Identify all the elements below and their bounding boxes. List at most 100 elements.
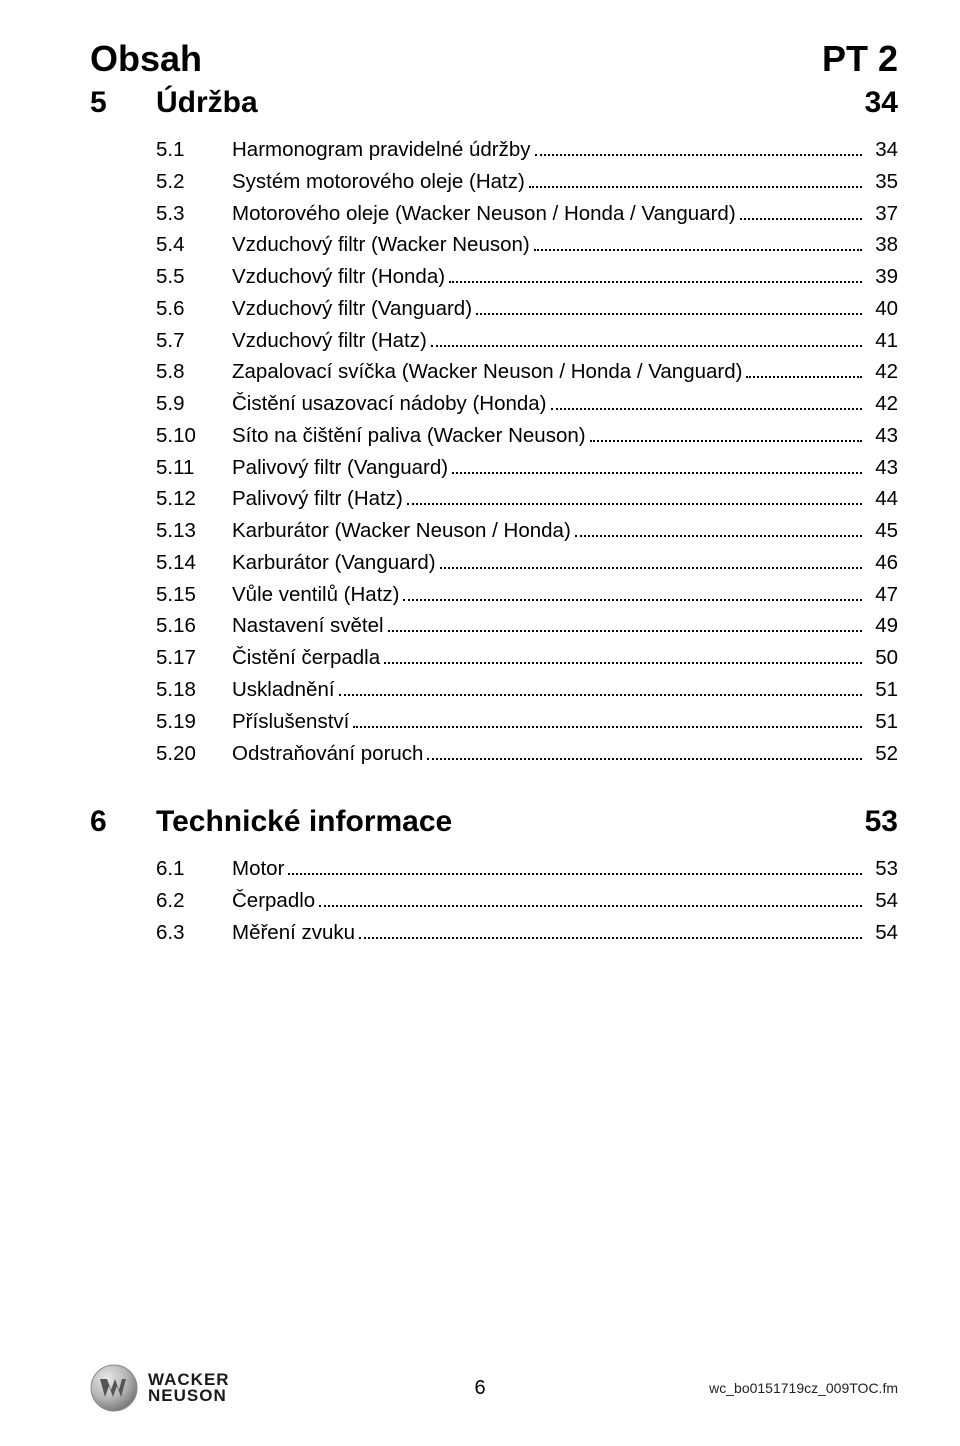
toc-num: 5.13 xyxy=(156,515,232,547)
chapter-number: 5 xyxy=(90,86,156,120)
brand-logo-text: WACKER NEUSON xyxy=(148,1372,230,1404)
toc-title: Systém motorového oleje (Hatz) xyxy=(232,166,525,198)
toc-page: 53 xyxy=(866,853,898,885)
toc-num: 5.8 xyxy=(156,356,232,388)
toc-row: 5.16Nastavení světel49 xyxy=(156,610,898,642)
header: Obsah PT 2 xyxy=(90,38,898,80)
toc-dots xyxy=(359,937,862,939)
toc-page: 51 xyxy=(866,706,898,738)
toc-page: 35 xyxy=(866,166,898,198)
toc-num: 5.10 xyxy=(156,420,232,452)
toc-page: 44 xyxy=(866,483,898,515)
toc-num: 5.6 xyxy=(156,293,232,325)
toc-page: 46 xyxy=(866,547,898,579)
toc-num: 5.7 xyxy=(156,325,232,357)
toc-row: 5.9Čistění usazovací nádoby (Honda)42 xyxy=(156,388,898,420)
toc-dots xyxy=(449,281,862,283)
footer: WACKER NEUSON 6 wc_bo0151719cz_009TOC.fm xyxy=(0,1364,960,1412)
toc-row: 5.14Karburátor (Vanguard)46 xyxy=(156,547,898,579)
toc-row: 6.3Měření zvuku54 xyxy=(156,917,898,949)
toc-page: 39 xyxy=(866,261,898,293)
toc-dots xyxy=(388,630,862,632)
toc-row: 5.17Čistění čerpadla50 xyxy=(156,642,898,674)
toc-dots xyxy=(529,186,862,188)
toc-row: 5.13Karburátor (Wacker Neuson / Honda) 45 xyxy=(156,515,898,547)
toc-dots xyxy=(535,154,862,156)
chapter-number: 6 xyxy=(90,805,156,839)
toc-block: 5.1Harmonogram pravidelné údržby34 5.2Sy… xyxy=(156,134,898,769)
toc-row: 5.12Palivový filtr (Hatz)44 xyxy=(156,483,898,515)
toc-title: Síto na čištění paliva (Wacker Neuson) xyxy=(232,420,586,452)
toc-num: 5.14 xyxy=(156,547,232,579)
toc-row: 5.15Vůle ventilů (Hatz)47 xyxy=(156,579,898,611)
toc-page: 42 xyxy=(866,356,898,388)
toc-page: 54 xyxy=(866,885,898,917)
toc-title: Motorového oleje (Wacker Neuson / Honda … xyxy=(232,198,736,230)
toc-num: 5.16 xyxy=(156,610,232,642)
toc-page: 45 xyxy=(866,515,898,547)
toc-page: 34 xyxy=(866,134,898,166)
toc-page: 50 xyxy=(866,642,898,674)
toc-dots xyxy=(288,873,862,875)
toc-page: 42 xyxy=(866,388,898,420)
toc-num: 6.2 xyxy=(156,885,232,917)
toc-dots xyxy=(407,503,862,505)
chapter-page: 53 xyxy=(848,805,898,839)
toc-row: 6.1Motor53 xyxy=(156,853,898,885)
toc-num: 5.2 xyxy=(156,166,232,198)
toc-row: 5.11Palivový filtr (Vanguard)43 xyxy=(156,452,898,484)
header-title-right: PT 2 xyxy=(822,38,898,80)
toc-dots xyxy=(440,567,862,569)
brand-logo-line2: NEUSON xyxy=(148,1388,230,1404)
toc-row: 5.1Harmonogram pravidelné údržby34 xyxy=(156,134,898,166)
toc-page: 54 xyxy=(866,917,898,949)
toc-block: 6.1Motor53 6.2Čerpadlo 54 6.3Měření zvuku… xyxy=(156,853,898,948)
toc-num: 5.4 xyxy=(156,229,232,261)
toc-title: Zapalovací svíčka (Wacker Neuson / Honda… xyxy=(232,356,742,388)
toc-row: 5.20Odstraňování poruch 52 xyxy=(156,738,898,770)
toc-num: 5.11 xyxy=(156,452,232,484)
toc-dots xyxy=(476,313,862,315)
toc-dots xyxy=(740,218,862,220)
toc-title: Palivový filtr (Vanguard) xyxy=(232,452,448,484)
toc-title: Čerpadlo xyxy=(232,885,315,917)
chapter-page: 34 xyxy=(848,86,898,120)
toc-row: 5.5Vzduchový filtr (Honda)39 xyxy=(156,261,898,293)
toc-num: 5.15 xyxy=(156,579,232,611)
toc-title: Karburátor (Wacker Neuson / Honda) xyxy=(232,515,571,547)
toc-dots xyxy=(551,408,862,410)
chapter-title: Údržba xyxy=(156,86,848,120)
toc-title: Vzduchový filtr (Vanguard) xyxy=(232,293,472,325)
toc-num: 5.3 xyxy=(156,198,232,230)
toc-dots xyxy=(339,694,862,696)
toc-page: 37 xyxy=(866,198,898,230)
brand-logo-icon xyxy=(90,1364,138,1412)
toc-page: 41 xyxy=(866,325,898,357)
toc-dots xyxy=(575,535,862,537)
toc-row: 5.4Vzduchový filtr (Wacker Neuson)38 xyxy=(156,229,898,261)
toc-title: Odstraňování poruch xyxy=(232,738,423,770)
toc-title: Vzduchový filtr (Hatz) xyxy=(232,325,427,357)
toc-num: 5.9 xyxy=(156,388,232,420)
toc-dots xyxy=(431,345,862,347)
toc-title: Palivový filtr (Hatz) xyxy=(232,483,403,515)
toc-num: 5.17 xyxy=(156,642,232,674)
brand-logo: WACKER NEUSON xyxy=(90,1364,230,1412)
toc-num: 5.5 xyxy=(156,261,232,293)
toc-dots xyxy=(452,472,862,474)
toc-page: 51 xyxy=(866,674,898,706)
toc-row: 5.18Uskladnění51 xyxy=(156,674,898,706)
toc-dots xyxy=(384,662,862,664)
toc-dots xyxy=(427,758,862,760)
toc-row: 5.19Příslušenství51 xyxy=(156,706,898,738)
toc-num: 5.20 xyxy=(156,738,232,770)
toc-page: 49 xyxy=(866,610,898,642)
toc-page: 38 xyxy=(866,229,898,261)
toc-page: 40 xyxy=(866,293,898,325)
toc-num: 5.19 xyxy=(156,706,232,738)
toc-dots xyxy=(746,376,862,378)
toc-num: 5.18 xyxy=(156,674,232,706)
header-title-left: Obsah xyxy=(90,38,202,80)
toc-page: 52 xyxy=(866,738,898,770)
chapter-row: 6 Technické informace 53 xyxy=(90,805,898,839)
